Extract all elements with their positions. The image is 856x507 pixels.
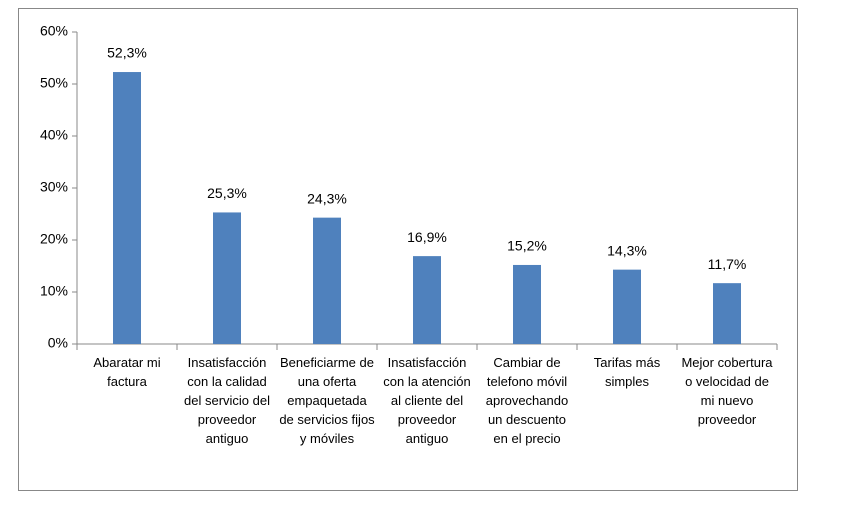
x-tick-label: Cambiar de telefono móvil aprovechando u…	[485, 355, 569, 446]
x-tick-label: Insatisfacción con la calidad del servic…	[184, 355, 270, 446]
bar	[513, 264, 541, 344]
x-tick-label: Tarifas más simples	[593, 355, 661, 389]
y-tick-label: 60%	[40, 23, 68, 39]
value-label: 16,9%	[407, 229, 447, 245]
value-label: 11,7%	[708, 256, 747, 272]
bar	[313, 217, 341, 344]
x-tick-label: Beneficiarme de una oferta empaquetada d…	[279, 355, 375, 446]
x-tick-label: Mejor cobertura o velocidad de mi nuevo …	[681, 355, 773, 427]
value-label: 52,3%	[107, 45, 147, 61]
x-tick-label: Abaratar mi factura	[93, 355, 161, 389]
y-tick-label: 40%	[40, 127, 68, 143]
value-label: 14,3%	[607, 242, 647, 258]
y-tick-label: 10%	[40, 283, 68, 299]
bar	[213, 212, 241, 344]
bar	[413, 256, 441, 344]
chart-frame	[18, 8, 798, 491]
y-tick-label: 50%	[40, 75, 68, 91]
bar	[113, 72, 141, 344]
bar	[713, 283, 741, 344]
bar	[613, 269, 641, 344]
value-label: 25,3%	[207, 185, 247, 201]
y-tick-label: 30%	[40, 179, 68, 195]
value-label: 24,3%	[307, 190, 347, 206]
x-tick-label: Insatisfacción con la atención al client…	[383, 355, 471, 446]
value-label: 15,2%	[507, 238, 547, 254]
y-tick-label: 0%	[48, 335, 68, 351]
y-tick-label: 20%	[40, 231, 68, 247]
